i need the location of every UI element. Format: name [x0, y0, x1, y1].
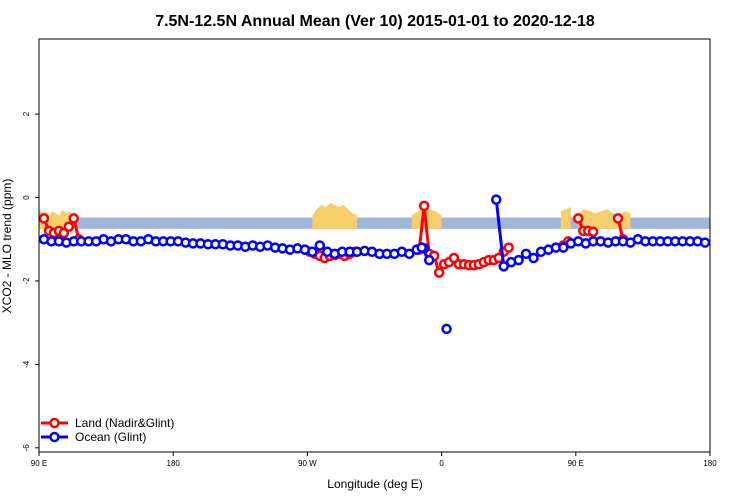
series-1-point [441, 323, 452, 335]
series-1-point [314, 240, 326, 251]
y-tick-label-1: 0 [22, 195, 31, 200]
series-0-point [433, 267, 445, 278]
series-1 [38, 194, 711, 335]
x-axis-label: Longitude (deg E) [327, 477, 422, 491]
trend-band-rect [39, 217, 710, 229]
y-axis-label: XCO2 - MLO trend (ppm) [0, 179, 14, 314]
legend-marker-land [49, 417, 60, 429]
plot-frame [38, 38, 711, 453]
band-highlight-3 [560, 207, 571, 229]
series-0-point [573, 213, 584, 224]
chart-title: 7.5N-12.5N Annual Mean (Ver 10) 2015-01-… [155, 13, 595, 30]
y-tick-label-4: -6 [22, 444, 31, 452]
series-1-point [520, 248, 532, 260]
series-1-point [528, 252, 539, 264]
series-0-point [612, 213, 624, 224]
series-1-point [416, 242, 427, 253]
x-tick-label-5: 180 [703, 459, 717, 468]
series-0-point [38, 213, 50, 224]
y-tick-label-2: -2 [22, 277, 31, 285]
legend-label-land: Land (Nadir&Glint) [75, 416, 174, 430]
series-1-point [491, 194, 502, 205]
band-highlight-1 [312, 202, 358, 229]
x-axis: 90 E 180 90 W 0 90 E 180 [31, 452, 717, 468]
series-1-point [558, 242, 569, 253]
series-1-point [498, 261, 509, 272]
x-tick-label-2: 90 W [298, 459, 317, 468]
series-1-point [307, 246, 318, 258]
series-0-point [68, 213, 80, 224]
y-axis: 2 0 -2 -4 -6 [22, 111, 39, 451]
legend-marker-ocean [49, 431, 60, 443]
series-0-point [587, 226, 599, 237]
series-0-point [503, 242, 514, 253]
legend-item-ocean: Ocean (Glint) [41, 430, 146, 444]
series-0-point [63, 221, 75, 232]
series-1-point [404, 248, 415, 260]
y-tick-label-0: 2 [22, 111, 31, 116]
band-highlight-4 [578, 209, 631, 229]
x-tick-label-0: 90 E [31, 459, 47, 468]
legend: Land (Nadir&Glint) Ocean (Glint) [41, 416, 174, 444]
x-tick-label-1: 180 [167, 459, 181, 468]
y-tick-label-3: -4 [22, 360, 31, 368]
series-1-point [513, 254, 524, 266]
legend-item-land: Land (Nadir&Glint) [41, 416, 174, 430]
series-0-point [418, 200, 430, 212]
trend-band [39, 217, 710, 229]
legend-label-ocean: Ocean (Glint) [75, 430, 146, 444]
x-tick-label-3: 0 [439, 459, 444, 468]
series-1-point [699, 237, 711, 248]
series-1-point [423, 254, 435, 266]
x-tick-label-4: 90 E [568, 459, 584, 468]
series-layer [38, 194, 711, 335]
